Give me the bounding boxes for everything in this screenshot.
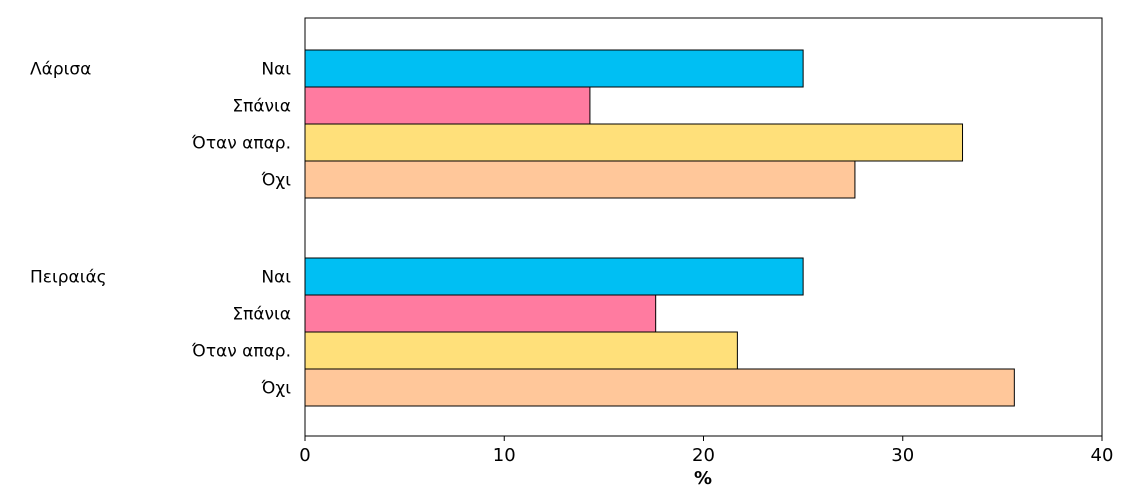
bar bbox=[304, 294, 657, 333]
bar bbox=[304, 257, 804, 296]
x-tick-label: 0 bbox=[299, 445, 310, 466]
x-tick-label: 10 bbox=[493, 445, 516, 466]
category-label: Σπάνια bbox=[232, 97, 291, 117]
bar bbox=[304, 368, 1015, 407]
category-label: Σπάνια bbox=[232, 305, 291, 325]
bar bbox=[304, 331, 738, 370]
bar bbox=[304, 49, 804, 88]
x-tick-label: 30 bbox=[891, 445, 914, 466]
x-axis: 0 10 20 30 40 bbox=[299, 436, 1113, 466]
bar bbox=[304, 123, 964, 162]
x-tick-label: 20 bbox=[692, 445, 715, 466]
category-label: Όχι bbox=[261, 171, 292, 191]
category-label: Όταν απαρ. bbox=[191, 342, 291, 362]
bar bbox=[304, 160, 856, 199]
category-label: Ναι bbox=[261, 268, 291, 288]
x-axis-title: % bbox=[694, 468, 712, 489]
category-label: Όταν απαρ. bbox=[191, 134, 291, 154]
labels-layer: Λάρισα Ναι Σπάνια Όταν απαρ. Όχι Πειραιάς Ναι Σ… bbox=[30, 60, 291, 399]
bars-layer bbox=[304, 49, 1015, 407]
category-label: Όχι bbox=[261, 379, 292, 399]
group-label: Πειραιάς bbox=[30, 268, 107, 288]
bar bbox=[304, 86, 591, 125]
group-label: Λάρισα bbox=[30, 60, 91, 80]
x-tick-label: 40 bbox=[1091, 445, 1114, 466]
category-label: Ναι bbox=[261, 60, 291, 80]
